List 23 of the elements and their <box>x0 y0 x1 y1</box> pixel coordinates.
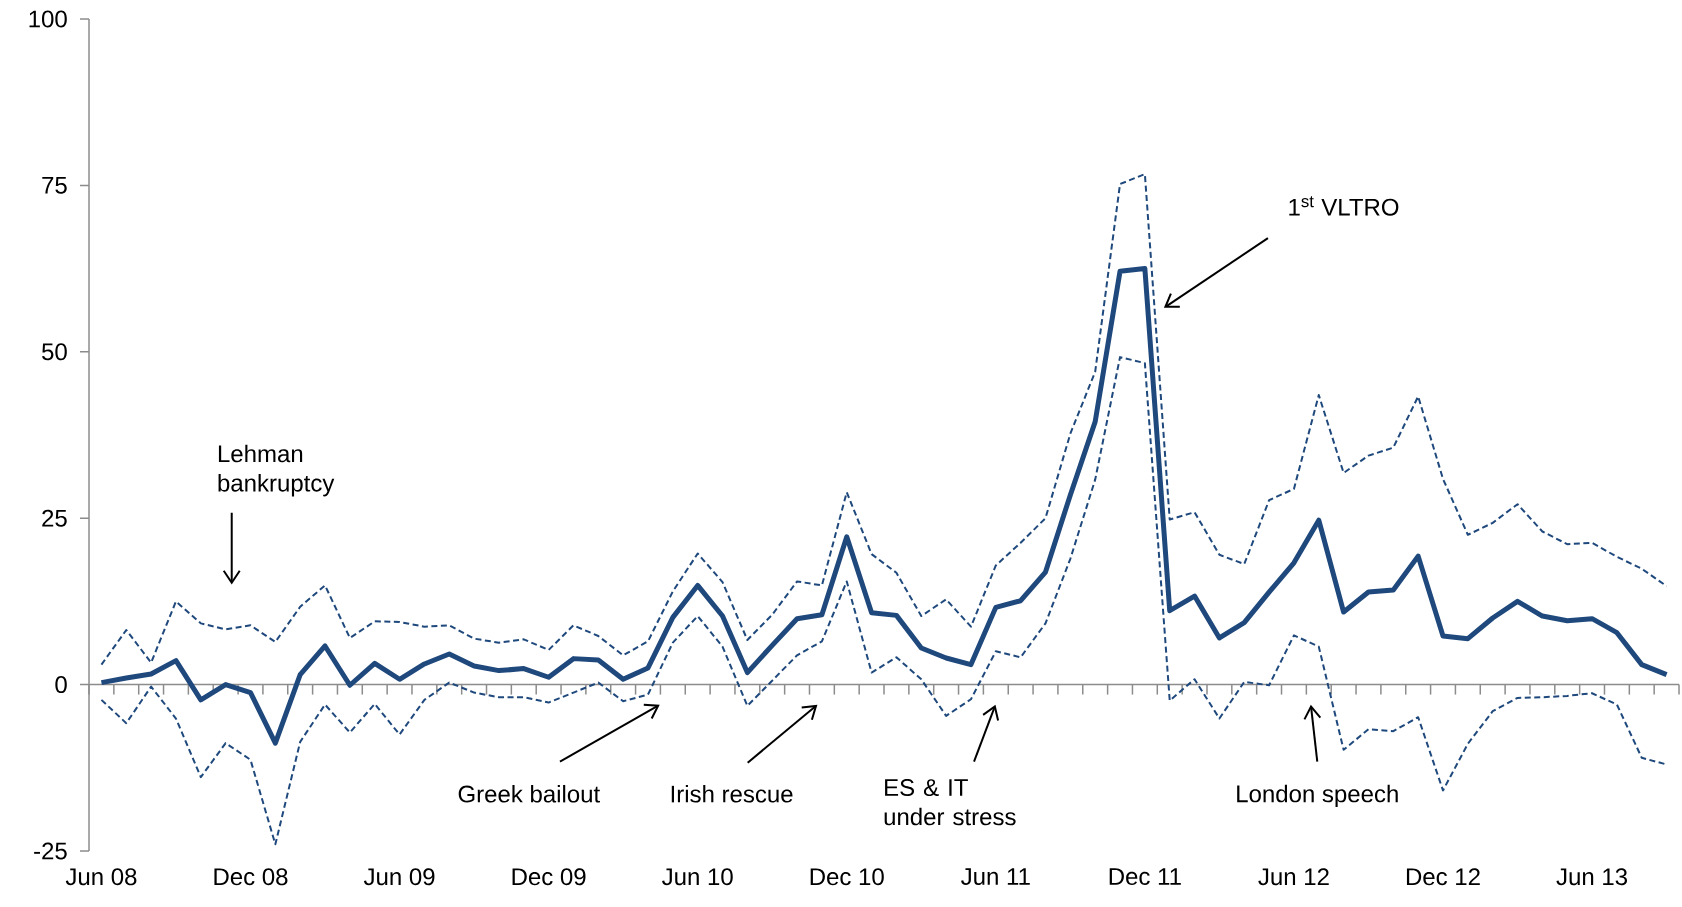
x-tick-label: Dec 09 <box>512 868 586 886</box>
x-tick-label: Dec 08 <box>214 868 288 886</box>
y-tick-label: 0 <box>55 676 67 694</box>
x-tick-label: Jun 11 <box>961 868 1030 885</box>
annotation: 1$^{st}$ VLTRO <box>1289 196 1399 216</box>
y-tick-label: 50 <box>42 343 67 361</box>
x-tick-label: Jun 08 <box>65 868 137 886</box>
x-tick-label: Jun 13 <box>1556 868 1628 886</box>
x-tick-label: Dec 11 <box>1109 868 1181 885</box>
annotation: ES & IT under stress <box>884 779 1016 826</box>
x-tick-label: Dec 10 <box>810 868 884 886</box>
x-tick-label: Jun 09 <box>363 868 435 886</box>
y-tick-label: 75 <box>42 177 67 194</box>
annotation: London speech <box>1237 784 1398 808</box>
annotation: Irish rescue <box>671 784 793 803</box>
x-tick-label: Jun 10 <box>662 868 733 886</box>
annotation: Lehman bankruptcy <box>218 444 335 497</box>
x-tick-label: Jun 12 <box>1258 868 1329 886</box>
x-tick-label: Dec 12 <box>1406 868 1480 886</box>
y-tick-label: 100 <box>29 10 67 28</box>
y-tick-label: 25 <box>42 509 67 527</box>
y-tick-label: -25 <box>34 842 67 860</box>
annotation: Greek bailout <box>458 784 601 803</box>
